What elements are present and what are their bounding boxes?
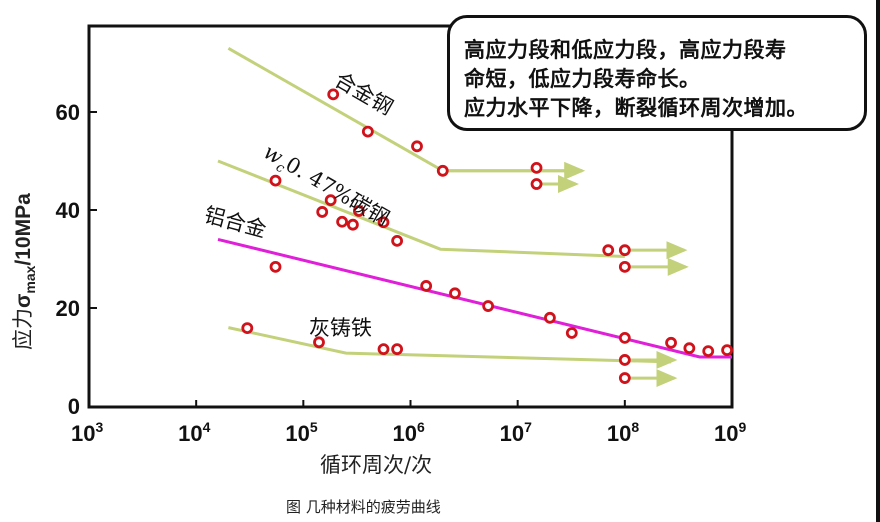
data-point-marker	[530, 161, 543, 174]
x-axis-title: 循环周次/次	[320, 453, 432, 477]
data-point-marker	[316, 206, 329, 218]
series-curve	[217, 159, 625, 258]
data-point-marker	[346, 218, 359, 231]
data-point-marker	[702, 345, 715, 358]
data-point-marker	[327, 88, 340, 101]
data-point-marker	[391, 234, 404, 247]
series-curve	[228, 326, 672, 364]
y-tick-label: 60	[56, 100, 80, 125]
data-point-marker	[313, 336, 325, 349]
callout-line-3: 应力水平下降，断裂循环周次增加。	[464, 96, 808, 120]
data-point-marker	[391, 343, 404, 356]
data-point-marker	[449, 287, 461, 300]
data-point-marker	[241, 322, 254, 334]
data-point-marker	[377, 343, 390, 356]
data-point-marker	[269, 174, 282, 187]
data-point-marker	[602, 244, 615, 257]
data-point-marker	[482, 300, 495, 312]
data-point-marker	[618, 354, 631, 366]
label-gray-cast-iron: 灰铸铁	[309, 316, 372, 340]
annotation-callout: 高应力段和低应力段，高应力段寿 命短，低应力段寿命长。 应力水平下降，断裂循环周…	[447, 15, 867, 131]
data-point-marker	[361, 125, 374, 138]
series-curve	[217, 237, 732, 359]
x-tick-label: 104	[178, 419, 210, 446]
data-point-marker	[530, 178, 543, 190]
x-tick-label: 109	[714, 419, 746, 446]
x-tick-label: 103	[71, 419, 103, 446]
x-tick-label: 106	[393, 419, 425, 446]
data-point-marker	[336, 215, 348, 228]
y-tick-label: 0	[68, 394, 80, 419]
data-point-marker	[618, 372, 631, 384]
data-point-marker	[721, 344, 733, 357]
y-axis-title: 应力σmax/10MPa	[11, 193, 38, 350]
data-point-marker	[324, 194, 337, 207]
data-point-marker	[411, 140, 423, 153]
callout-line-1: 高应力段和低应力段，高应力段寿	[464, 38, 787, 62]
y-tick-label: 20	[56, 296, 80, 321]
callout-line-2: 命短，低应力段寿命长。	[464, 67, 701, 91]
data-point-marker	[665, 336, 677, 349]
data-point-marker	[618, 331, 631, 344]
data-point-marker	[436, 164, 449, 177]
data-point-marker	[269, 260, 282, 273]
data-point-marker	[544, 311, 556, 324]
label-aluminum-alloy: 铝合金	[202, 203, 269, 242]
x-tick-label: 107	[500, 419, 532, 446]
data-point-marker	[353, 205, 365, 217]
data-point-marker	[565, 327, 578, 339]
x-tick-label: 108	[607, 419, 639, 446]
figure-caption: 图 几种材料的疲劳曲线	[286, 498, 441, 516]
y-tick-label: 40	[56, 198, 80, 223]
right-border-bar	[876, 0, 880, 522]
data-point-marker	[618, 244, 631, 257]
data-point-marker	[377, 216, 390, 229]
data-point-marker	[618, 260, 631, 273]
label-carbon-steel: wc0. 47%碳钢	[258, 140, 394, 235]
x-tick-label: 105	[285, 419, 317, 446]
series-markers	[241, 88, 733, 384]
data-point-marker	[420, 280, 433, 292]
axis-ticks: 103 104 105 106 107 108 109 0 20 40 60	[56, 100, 747, 446]
data-point-marker	[683, 342, 696, 355]
